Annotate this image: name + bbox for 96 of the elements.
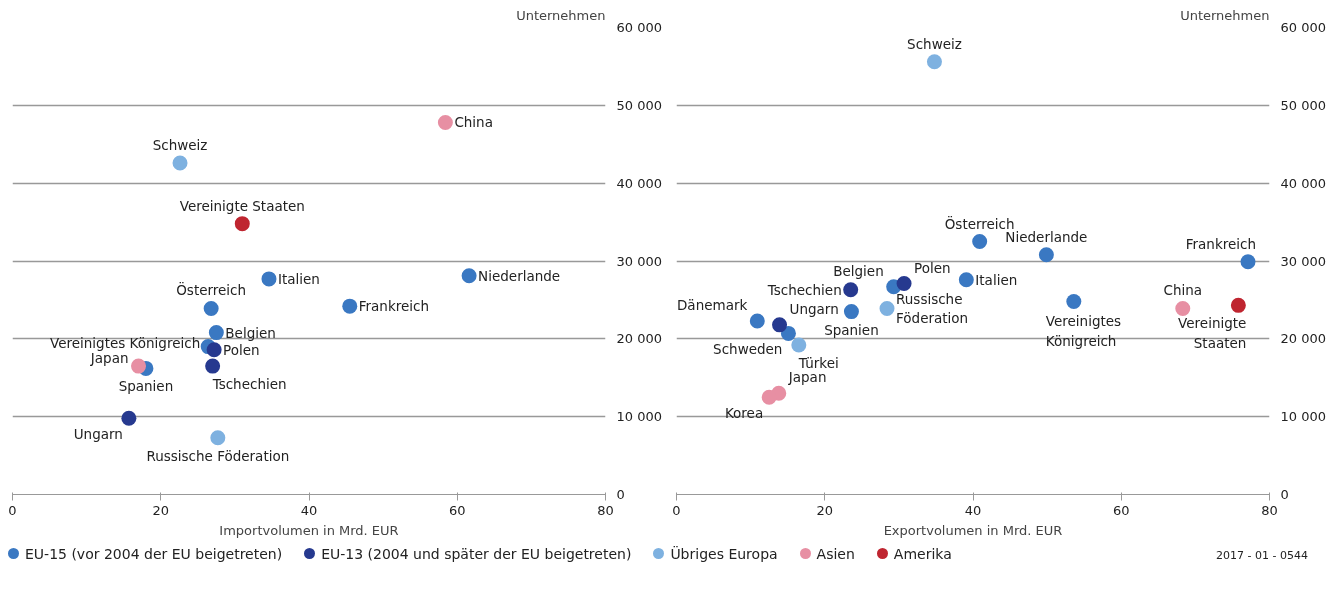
x-tick-label: 60 bbox=[1112, 502, 1130, 518]
annotation: Belgien bbox=[833, 262, 884, 279]
point bbox=[896, 276, 912, 292]
y-tick-label: 60 000 bbox=[1280, 20, 1326, 35]
x-tick-label: 40 bbox=[964, 502, 982, 518]
point bbox=[205, 358, 221, 374]
annotation: Tschechien bbox=[211, 376, 287, 393]
point bbox=[461, 268, 477, 284]
text: 2017 - 01 - 0544 bbox=[1216, 548, 1308, 564]
y-axis-title: Unternehmen bbox=[1180, 7, 1270, 23]
annotation: Österreich bbox=[176, 281, 247, 299]
y-tick-label: 40 000 bbox=[1280, 175, 1326, 191]
x-tick-label: 80 bbox=[1261, 502, 1278, 518]
x-tick-label: 40 bbox=[300, 502, 318, 518]
point bbox=[203, 300, 219, 316]
point bbox=[210, 430, 226, 446]
y-tick-label: 10 000 bbox=[1280, 409, 1326, 425]
y-axis-title: Unternehmen bbox=[516, 7, 606, 23]
point bbox=[780, 325, 796, 341]
y-tick-label: 20 000 bbox=[1280, 331, 1326, 347]
y-tick-label: 20 000 bbox=[616, 331, 662, 347]
y-tick-label: 50 000 bbox=[616, 97, 662, 113]
annotation: Niederlande bbox=[478, 267, 561, 284]
x-tick-label: 20 bbox=[152, 502, 170, 518]
y-tick-label: 40 000 bbox=[616, 175, 662, 191]
x-tick-label: 20 bbox=[816, 502, 834, 518]
annotation: Ungarn bbox=[73, 426, 123, 443]
point bbox=[879, 300, 895, 316]
point bbox=[234, 216, 250, 232]
annotation: Spanien bbox=[824, 321, 879, 338]
legend-label: EU-15 (vor 2004 der EU beigetreten) bbox=[24, 546, 283, 562]
y-tick-label: 10 000 bbox=[616, 409, 662, 425]
point bbox=[121, 410, 137, 426]
y-tick-label: 30 000 bbox=[1280, 253, 1326, 269]
annotation: Schweiz bbox=[152, 136, 208, 153]
legend-label: Amerika bbox=[892, 546, 952, 562]
annotation: Italien bbox=[975, 271, 1018, 288]
annotation: Vereinigtes Königreich bbox=[1045, 313, 1122, 349]
point bbox=[749, 313, 765, 329]
point bbox=[1240, 254, 1256, 270]
legend-label: Asien bbox=[815, 546, 855, 562]
x-axis-title: Exportvolumen in Mrd. EUR bbox=[883, 522, 1063, 538]
annotation: Türkei bbox=[797, 355, 839, 372]
point bbox=[972, 234, 988, 250]
annotation: Spanien bbox=[118, 378, 174, 395]
point bbox=[926, 54, 942, 70]
annotation: Vereinigte Staaten bbox=[179, 197, 305, 214]
point bbox=[172, 155, 188, 171]
annotation: Russische Föderation bbox=[896, 290, 969, 327]
annotation: Tschechien bbox=[766, 281, 842, 298]
point bbox=[791, 337, 807, 353]
y-tick-label: 50 000 bbox=[1280, 97, 1326, 113]
y-tick-label: 30 000 bbox=[616, 253, 662, 269]
point bbox=[131, 358, 147, 374]
annotation: Polen bbox=[914, 259, 951, 276]
x-tick-label: 80 bbox=[597, 502, 614, 518]
point bbox=[761, 389, 777, 405]
y-tick-label: 60 000 bbox=[616, 20, 662, 35]
annotation: Frankreich bbox=[1185, 235, 1257, 252]
annotation: China bbox=[454, 114, 493, 131]
annotation: Japan bbox=[89, 350, 129, 367]
point bbox=[772, 317, 788, 333]
point bbox=[261, 271, 277, 287]
point bbox=[1038, 247, 1054, 263]
annotation: Vereinigte Staaten bbox=[1178, 315, 1247, 351]
annotation: Schweiz bbox=[907, 35, 962, 52]
point bbox=[843, 304, 859, 320]
annotation: Belgien bbox=[225, 324, 276, 341]
point bbox=[1175, 300, 1191, 316]
x-tick-label: 0 bbox=[8, 502, 17, 518]
annotation: Italien bbox=[277, 270, 320, 287]
x-axis-title: Importvolumen in Mrd. EUR bbox=[219, 522, 399, 538]
legend-label: EU-13 (2004 und später der EU beigetreten) bbox=[320, 546, 632, 562]
point bbox=[437, 114, 453, 130]
annotation: Frankreich bbox=[358, 298, 430, 315]
annotation: China bbox=[1163, 282, 1203, 299]
annotation: Japan bbox=[787, 369, 827, 386]
x-tick-label: 60 bbox=[448, 502, 466, 518]
point bbox=[206, 342, 222, 358]
point bbox=[208, 325, 224, 341]
point bbox=[342, 298, 358, 314]
point bbox=[958, 272, 974, 288]
annotation: Polen bbox=[223, 341, 260, 358]
point bbox=[1230, 297, 1246, 313]
annotation: Ungarn bbox=[789, 300, 839, 317]
y-tick-label: 0 bbox=[616, 487, 625, 502]
annotation: Vereinigtes Königreich bbox=[49, 334, 201, 351]
annotation: Korea bbox=[724, 405, 764, 422]
annotation: Schweden bbox=[713, 341, 783, 358]
y-tick-label: 0 bbox=[1280, 487, 1289, 502]
annotation: Russische Föderation bbox=[146, 447, 290, 464]
point bbox=[1066, 293, 1082, 309]
legend-label: Übriges Europa bbox=[669, 546, 778, 562]
x-tick-label: 0 bbox=[672, 502, 681, 518]
point bbox=[843, 282, 859, 298]
annotation: Dänemark bbox=[676, 296, 748, 313]
